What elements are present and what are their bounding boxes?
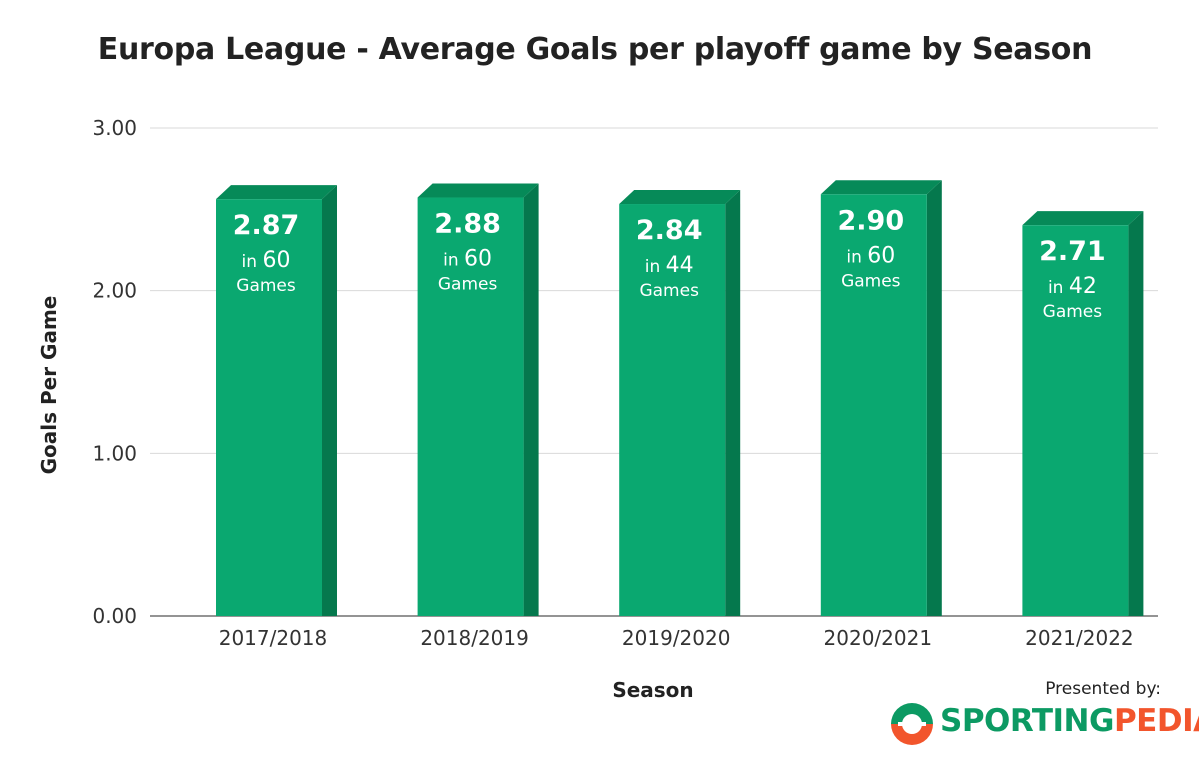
games-label: in 44: [645, 253, 694, 278]
data-label: 2.84: [636, 215, 703, 246]
data-label: 2.87: [233, 210, 300, 241]
games-word: Games: [438, 275, 498, 295]
sportingpedia-logo-icon: [891, 703, 933, 745]
bar: [417, 197, 524, 616]
data-label: 2.90: [837, 205, 904, 236]
x-tick-label: 2019/2020: [622, 626, 731, 650]
x-axis-label: Season: [612, 678, 694, 702]
presented-by-label: Presented by:: [1045, 679, 1161, 699]
x-tick-label: 2017/2018: [219, 626, 328, 650]
games-word: Games: [639, 281, 699, 301]
bar-side: [926, 180, 942, 616]
y-tick-label: 2.00: [92, 279, 137, 303]
bar: [619, 204, 726, 616]
bar-top: [1022, 211, 1144, 226]
sportingpedia-logo[interactable]: SPORTINGPEDIA: [888, 699, 1199, 749]
games-word: Games: [236, 276, 296, 296]
x-tick-label: 2018/2019: [420, 626, 529, 650]
games-label: in 60: [846, 243, 895, 268]
bar-top: [216, 185, 337, 200]
bar-side: [322, 185, 337, 616]
games-label: in 42: [1048, 274, 1097, 299]
bar-side: [725, 190, 741, 616]
data-label: 2.71: [1039, 236, 1106, 267]
games-word: Games: [841, 271, 901, 291]
data-label: 2.88: [434, 209, 501, 240]
bar-top: [820, 180, 942, 195]
y-tick-label: 1.00: [92, 441, 137, 465]
x-tick-label: 2021/2022: [1025, 626, 1134, 650]
games-label: in 60: [242, 248, 291, 273]
chart-title: Europa League - Average Goals per playof…: [97, 32, 1093, 67]
x-tick-label: 2020/2021: [824, 626, 933, 650]
y-tick-label: 0.00: [92, 604, 137, 628]
bar: [216, 199, 322, 616]
y-axis-label: Goals Per Game: [37, 295, 61, 475]
y-tick-label: 3.00: [92, 116, 137, 140]
games-label: in 60: [443, 247, 492, 272]
bar-side: [1128, 211, 1144, 616]
sportingpedia-wordmark: SPORTINGPEDIA: [940, 703, 1199, 739]
bar: [820, 194, 927, 616]
bar: [1022, 225, 1129, 616]
bar-top: [619, 190, 741, 205]
games-word: Games: [1043, 302, 1103, 322]
bar-top: [417, 183, 539, 198]
bar-side: [523, 183, 539, 616]
